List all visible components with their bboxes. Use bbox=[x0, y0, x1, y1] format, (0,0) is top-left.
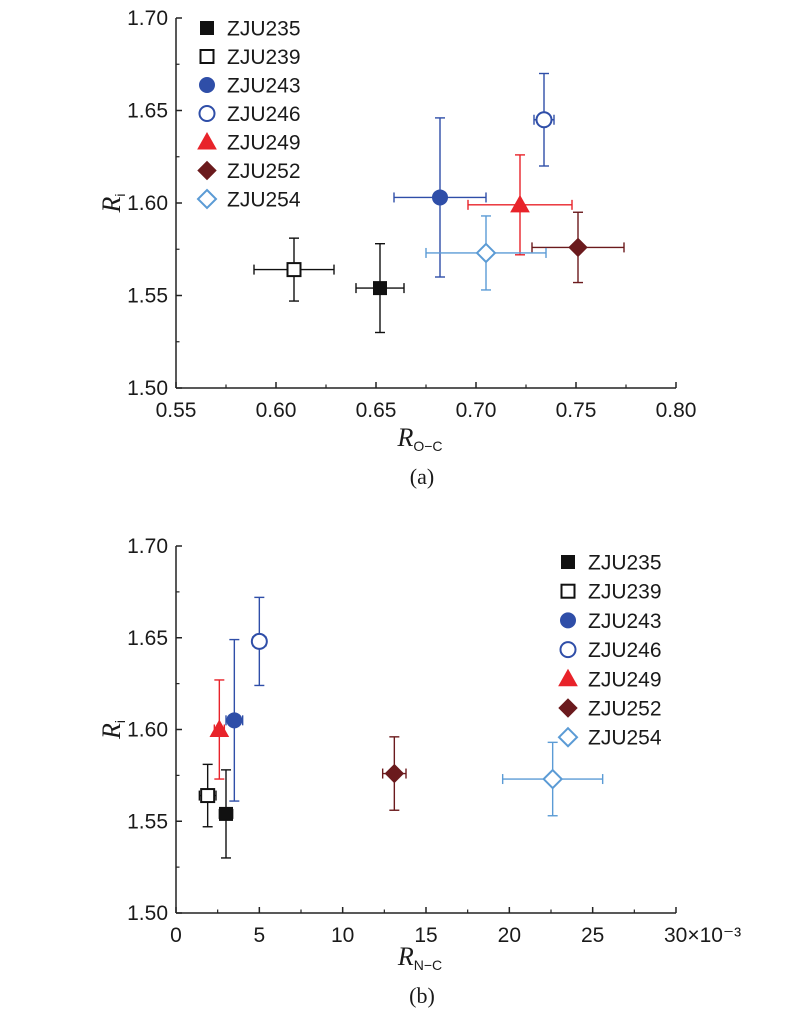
y-tick-label: 1.60 bbox=[127, 719, 168, 742]
legend-marker-zju243 bbox=[560, 612, 576, 629]
legend-marker-zju246 bbox=[198, 105, 216, 122]
data-point-zju239 bbox=[253, 237, 335, 302]
legend-label: ZJU239 bbox=[227, 46, 301, 69]
data-point-zju243 bbox=[393, 117, 487, 278]
panel-label: (b) bbox=[409, 983, 435, 1008]
legend-label: ZJU235 bbox=[588, 552, 662, 575]
data-point-zju249 bbox=[209, 679, 230, 780]
panel-b-chart: 1.501.551.601.651.700 5 10 15 20 25 30×10⁻³RN−… bbox=[97, 535, 741, 1008]
x-tick-label: 5 bbox=[253, 924, 265, 947]
marker-zju246 bbox=[250, 632, 268, 650]
y-tick-label: 1.70 bbox=[127, 535, 168, 558]
x-axis-multiplier: 30×10⁻³ bbox=[664, 924, 741, 947]
data-point-zju235 bbox=[218, 769, 234, 859]
x-axis-title: RO−C bbox=[396, 423, 442, 454]
legend: ZJU235 ZJU239 ZJU243 ZJU246 ZJU249 ZJU252 ZJU2… bbox=[196, 18, 301, 212]
legend-label: ZJU239 bbox=[588, 581, 662, 604]
data-point-zju246 bbox=[533, 72, 555, 167]
legend: ZJU235 ZJU239 ZJU243 ZJU246 ZJU249 ZJU252 ZJU2… bbox=[557, 552, 662, 750]
marker-zju243 bbox=[432, 189, 448, 206]
legend-label: ZJU243 bbox=[227, 75, 301, 98]
data-point-zju239 bbox=[198, 763, 217, 828]
marker-zju254 bbox=[475, 242, 497, 264]
marker-zju243 bbox=[226, 712, 243, 729]
legend-label: ZJU252 bbox=[227, 160, 301, 183]
marker-zju235 bbox=[373, 281, 387, 296]
legend-marker-zju235 bbox=[200, 21, 214, 35]
marker-zju239 bbox=[286, 262, 302, 278]
x-tick-label: 25 bbox=[581, 924, 604, 947]
x-tick-label: 0 bbox=[170, 924, 182, 947]
data-point-zju252 bbox=[531, 211, 625, 284]
x-tick-label: 0.75 bbox=[556, 399, 597, 422]
data-point-zju254 bbox=[501, 741, 604, 817]
data-point-zju249 bbox=[467, 154, 573, 256]
legend-label: ZJU246 bbox=[227, 103, 301, 126]
y-tick-label: 1.50 bbox=[127, 377, 168, 400]
legend-marker-zju254 bbox=[557, 726, 579, 748]
x-tick-label: 20 bbox=[498, 924, 521, 947]
data-point-zju246 bbox=[250, 596, 268, 687]
legend-label: ZJU254 bbox=[227, 189, 301, 212]
legend-marker-zju252 bbox=[197, 160, 217, 181]
marker-zju252 bbox=[384, 763, 405, 784]
data-point-zju235 bbox=[355, 242, 405, 334]
y-tick-label: 1.65 bbox=[127, 627, 168, 650]
x-tick-label: 15 bbox=[414, 924, 437, 947]
legend-marker-zju235 bbox=[561, 555, 575, 569]
data-point-zju252 bbox=[381, 736, 407, 811]
marker-zju249 bbox=[209, 719, 230, 737]
legend-label: ZJU246 bbox=[588, 639, 662, 662]
panel-label: (a) bbox=[410, 464, 434, 489]
x-tick-label: 0.65 bbox=[356, 399, 397, 422]
y-tick-label: 1.50 bbox=[127, 902, 168, 925]
y-tick-label: 1.55 bbox=[127, 285, 168, 308]
x-tick-label: 0.80 bbox=[656, 399, 697, 422]
legend-label: ZJU249 bbox=[227, 132, 301, 155]
y-axis-title: Ri bbox=[97, 193, 128, 213]
legend-label: ZJU249 bbox=[588, 668, 662, 691]
legend-label: ZJU243 bbox=[588, 610, 662, 633]
y-tick-label: 1.60 bbox=[127, 192, 168, 215]
marker-zju252 bbox=[568, 237, 588, 258]
legend-marker-zju249 bbox=[197, 131, 217, 150]
data-point-zju254 bbox=[425, 215, 547, 291]
legend-label: ZJU254 bbox=[588, 727, 662, 750]
legend-marker-zju239 bbox=[560, 583, 576, 599]
legend-marker-zju239 bbox=[199, 49, 215, 64]
legend-marker-zju254 bbox=[196, 188, 218, 210]
x-tick-label: 0.70 bbox=[456, 399, 497, 422]
x-tick-label: 0.55 bbox=[156, 399, 197, 422]
y-axis-title: Ri bbox=[97, 720, 128, 740]
x-tick-label: 10 bbox=[331, 924, 354, 947]
marker-zju246 bbox=[535, 111, 553, 129]
marker-zju249 bbox=[510, 194, 530, 213]
panel-a-chart: 1.50 1.55 1.60 1.65 1.70 0.55 0.60 0.65 0.70 0.75… bbox=[97, 7, 696, 489]
y-tick-label: 1.65 bbox=[127, 100, 168, 123]
marker-zju239 bbox=[200, 788, 216, 804]
y-tick-label: 1.55 bbox=[127, 810, 168, 833]
marker-zju254 bbox=[542, 768, 564, 790]
legend-marker-zju252 bbox=[558, 698, 578, 718]
x-tick-label: 0.60 bbox=[256, 399, 297, 422]
legend-marker-zju243 bbox=[199, 77, 215, 93]
y-tick-label: 1.70 bbox=[127, 7, 168, 30]
data-point-zju243 bbox=[225, 638, 244, 802]
legend-marker-zju246 bbox=[559, 641, 577, 659]
marker-zju235 bbox=[219, 806, 233, 821]
legend-label: ZJU235 bbox=[227, 18, 301, 41]
legend-marker-zju249 bbox=[558, 668, 578, 687]
legend-label: ZJU252 bbox=[588, 698, 662, 721]
